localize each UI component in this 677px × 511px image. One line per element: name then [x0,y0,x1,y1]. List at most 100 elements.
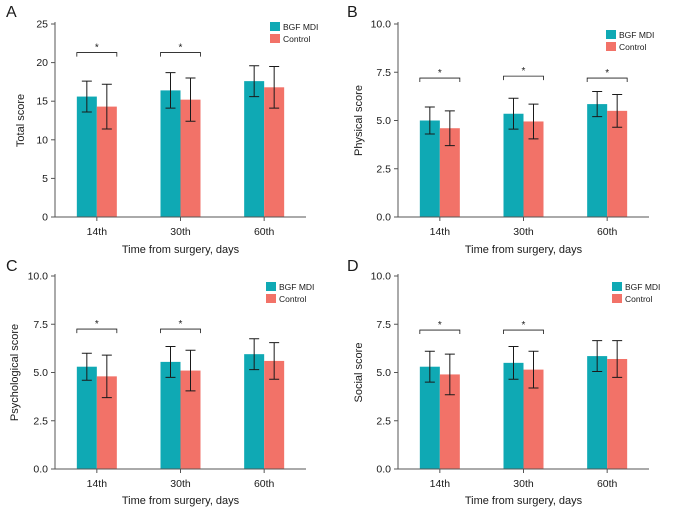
error-bar [249,65,260,98]
x-axis-label: Time from surgery, days [465,244,583,256]
y-tick-label: 20 [36,57,48,69]
error-bar [424,106,435,135]
significance-star: * [438,320,442,331]
legend-swatch-control [606,42,616,51]
bar-bgf-mdi-14th [76,96,97,217]
y-tick-label: 2.5 [376,415,391,427]
chart-panel-a: A 0 5 10 15 20 25 14th 30th 60th Time from surgery… [6,4,318,256]
panel-letter: A [6,4,17,21]
x-tick-label: 60th [597,478,618,490]
error-bar [612,93,623,128]
bar-control-60th [607,358,628,469]
error-bar [269,65,280,109]
y-tick-label: 7.5 [33,319,48,331]
bar-bgf-mdi-30th [160,90,181,217]
y-axis-label: Physical score [353,85,365,156]
y-tick-label: 10 [36,134,48,146]
error-bar [165,72,176,109]
bar-bgf-mdi-30th [503,113,524,217]
error-bar [508,345,519,380]
x-tick-label: 30th [170,478,191,490]
x-tick-label: 14th [87,478,108,490]
significance-bracket [76,328,118,334]
significance-star: * [605,68,609,79]
x-tick-label: 30th [513,478,534,490]
y-tick-label: 5.0 [33,367,48,379]
error-bar [424,350,435,383]
significance-bracket [419,77,461,83]
bar-bgf-mdi-60th [587,356,608,469]
x-tick-label: 60th [597,226,618,238]
error-bar [269,342,280,380]
error-bar [592,340,603,373]
error-bar [528,350,539,389]
y-tick-label: 10.0 [28,271,49,283]
y-tick-label: 7.5 [376,319,391,331]
legend-label-control: Control [279,294,307,304]
x-tick-label: 60th [254,226,275,238]
legend-label-bgf-mdi: BGF MDI [279,282,314,292]
bar-bgf-mdi-14th [419,366,440,469]
y-tick-label: 0 [42,212,48,224]
legend-swatch-bgf-mdi [270,22,280,31]
significance-bracket [503,75,544,81]
x-tick-label: 14th [430,478,451,490]
y-tick-label: 25 [36,19,48,31]
panel-letter: B [347,4,358,21]
error-bar [508,97,519,130]
error-bar [165,345,176,378]
error-bar [612,340,623,378]
bar-control-14th [96,376,117,469]
legend-swatch-control [270,34,280,43]
bar-bgf-mdi-60th [587,104,608,217]
legend-label-bgf-mdi: BGF MDI [283,22,318,32]
bar-bgf-mdi-14th [419,120,440,217]
bar-control-30th [180,99,201,217]
significance-star: * [179,43,183,54]
significance-star: * [95,43,99,54]
x-tick-label: 14th [430,226,451,238]
significance-bracket [76,52,118,57]
error-bar [444,353,455,396]
y-axis-label: Psychological score [9,324,21,421]
legend-swatch-control [266,294,276,303]
legend-swatch-bgf-mdi [612,282,622,291]
y-tick-label: 0.0 [33,464,48,476]
y-tick-label: 10.0 [371,271,392,283]
error-bar [81,352,92,381]
legend-swatch-control [612,294,622,303]
bar-bgf-mdi-60th [244,81,265,218]
chart-panel-c: C 0.0 2.5 5.0 7.5 10.0 14th 30th 60th Time from s… [6,258,314,507]
error-bar [185,349,196,392]
error-bar [185,77,196,122]
y-tick-label: 2.5 [376,163,391,175]
x-tick-label: 14th [87,226,108,238]
legend-label-bgf-mdi: BGF MDI [619,30,654,40]
significance-bracket [503,329,544,335]
legend-swatch-bgf-mdi [606,30,616,39]
bar-control-14th [96,106,117,217]
panel-letter: D [347,258,359,275]
y-tick-label: 5.0 [376,115,391,127]
error-bar [249,338,260,371]
legend-label-control: Control [283,34,311,44]
y-tick-label: 7.5 [376,67,391,79]
error-bar [592,91,603,118]
error-bar [101,83,112,130]
y-tick-label: 15 [36,96,48,108]
significance-star: * [179,319,183,330]
bar-bgf-mdi-30th [160,361,181,469]
bar-bgf-mdi-60th [244,354,265,469]
bar-control-14th [439,374,460,469]
x-tick-label: 30th [513,226,534,238]
significance-bracket [160,328,201,334]
y-tick-label: 0.0 [376,464,391,476]
significance-bracket [586,77,628,83]
y-tick-label: 10.0 [371,19,392,31]
chart-panel-b: B 0.0 2.5 5.0 7.5 10.0 14th 30th 60th Time from s… [347,4,654,256]
legend-label-bgf-mdi: BGF MDI [625,282,660,292]
legend-label-control: Control [619,42,647,52]
error-bar [444,110,455,147]
bar-control-30th [523,121,544,217]
x-tick-label: 30th [170,226,191,238]
